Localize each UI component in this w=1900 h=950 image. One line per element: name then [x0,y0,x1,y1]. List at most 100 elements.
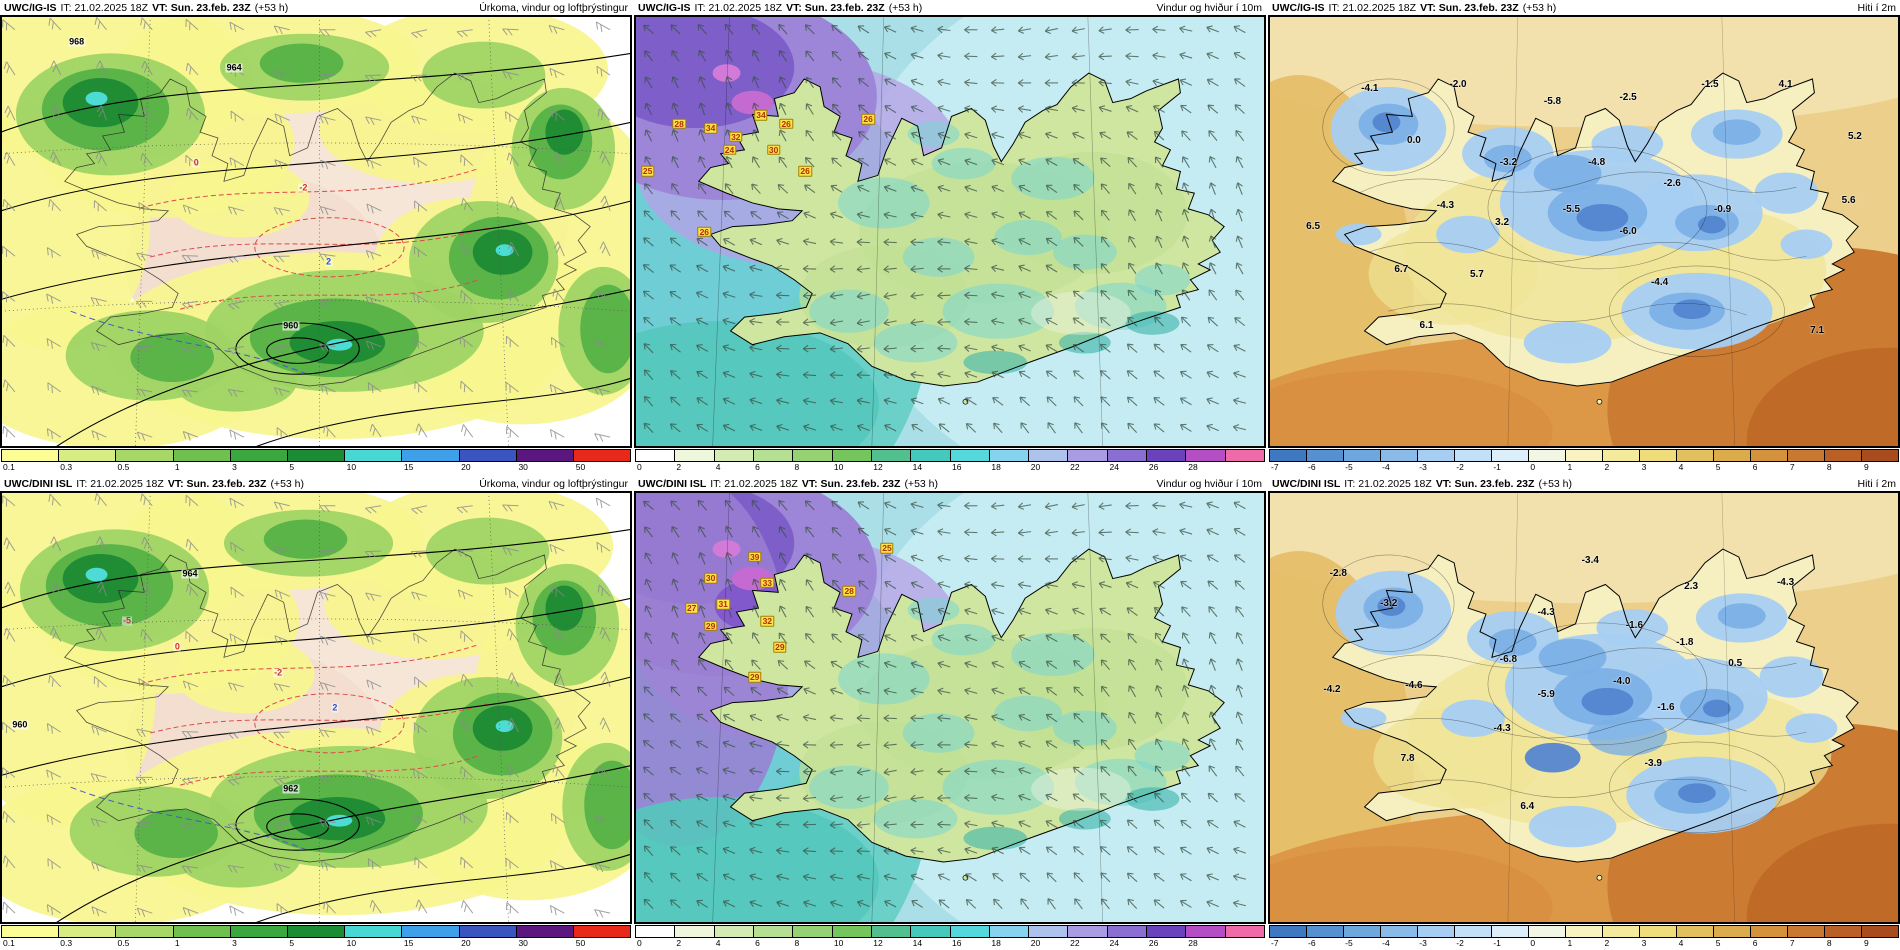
valid-time: VT: Sun. 23.feb. 23Z [152,1,251,14]
colorbar-segment [752,926,793,937]
colorbar-segment [1713,450,1750,461]
colorbar-segment [1713,926,1750,937]
colorbar-tick: -3 [1419,938,1427,948]
colorbar-segment [172,926,230,937]
colorbar-segment [1787,926,1824,937]
colorbar-segment [1185,926,1225,937]
colorbar-segment [572,450,631,461]
colorbar-tick: 1 [1567,462,1573,472]
colorbar-tick: -1 [1493,462,1501,472]
colorbar-segment [401,926,459,937]
temp-colorbar: -7 -6 -5 -4 -3 -2 -1 0 1 2 3 4 5 6 7 8 9 [1268,448,1900,474]
colorbar-tick: 24 [1109,938,1119,948]
colorbar-tick: -5 [1345,938,1353,948]
product-name: Vindur og hviður í 10m [1156,1,1262,14]
colorbar-tick: 50 [575,938,586,948]
map-dini-precip: 964 962 960 0 -2 -5 2 [0,491,632,924]
valid-time: VT: Sun. 23.feb. 23Z [801,477,901,490]
colorbar-tick: 15 [403,462,414,472]
colorbar-segment [1861,450,1898,461]
colorbar-tick: 26 [1148,938,1159,948]
colorbar-tick: -6 [1308,938,1316,948]
colorbar-ticks: 0.1 0.3 0.5 1 3 5 10 15 20 30 50 [1,938,631,949]
colorbar-ticks: -7 -6 -5 -4 -3 -2 -1 0 1 2 3 4 5 6 7 8 9 [1269,462,1899,473]
panel-igis-temp: UWC/IG-IS IT: 21.02.2025 18Z VT: Sun. 23… [1268,0,1900,474]
colorbar-segment [572,926,631,937]
colorbar-segment [1067,926,1107,937]
panel-header: UWC/IG-IS IT: 21.02.2025 18Z VT: Sun. 23… [1268,0,1900,15]
panel-dini-precip: UWC/DINI ISL IT: 21.02.2025 18Z VT: Sun.… [0,476,632,950]
colorbar-segment [1270,450,1306,461]
map-igis-precip: 968 964 960 0 -2 2 [0,15,632,448]
colorbar-tick: -7 [1271,462,1279,472]
colorbar-segment [1224,926,1264,937]
colorbar-segment [1224,450,1264,461]
colorbar-tick: -2 [1456,938,1464,948]
colorbar-segment [870,926,911,937]
map-igis-wind: 25 28 34 32 34 26 26 24 30 26 26 [634,15,1266,448]
product-name: Hiti í 2m [1857,1,1896,14]
lead-time: (+53 h) [254,1,289,14]
colorbar-segment [286,450,345,461]
colorbar-tick: -4 [1382,462,1390,472]
model-name: UWC/DINI ISL [638,477,707,490]
colorbar-tick: 2 [676,938,682,948]
colorbar-segment [988,450,1029,461]
map-art [635,16,1265,447]
colorbar-segment [1146,926,1186,937]
colorbar-strip [1269,449,1899,462]
colorbar-segment [1824,450,1861,461]
colorbar-segment [1528,450,1565,461]
panel-header: UWC/DINI ISL IT: 21.02.2025 18Z VT: Sun.… [0,476,632,491]
colorbar-segment [229,926,287,937]
panel-header: UWC/IG-IS IT: 21.02.2025 18Z VT: Sun. 23… [634,0,1266,15]
colorbar-segment [988,926,1029,937]
colorbar-segment [674,450,714,461]
colorbar-segment [344,450,402,461]
map-dini-wind: 39 30 33 27 31 29 32 29 28 25 29 [634,491,1266,924]
colorbar-tick: 22 [1070,938,1080,948]
temp-colorbar: -7 -6 -5 -4 -3 -2 -1 0 1 2 3 4 5 6 7 8 9 [1268,924,1900,950]
colorbar-segment [713,926,753,937]
colorbar-tick: 10 [346,938,357,948]
colorbar-segment [229,450,287,461]
colorbar-tick: 5 [1715,462,1721,472]
colorbar-segment [115,926,173,937]
map-art [635,492,1265,923]
colorbar-tick: 7 [1789,938,1795,948]
colorbar-segment [1185,450,1225,461]
colorbar-tick: 0.5 [117,462,130,472]
colorbar-tick: 4 [1678,938,1684,948]
product-name: Vindur og hviður í 10m [1156,477,1262,490]
colorbar-tick: 30 [518,462,528,472]
colorbar-segment [1565,450,1602,461]
colorbar-tick: 28 [1188,938,1198,948]
colorbar-segment [1861,926,1898,937]
colorbar-segment [1028,450,1068,461]
panel-igis-precip: UWC/IG-IS IT: 21.02.2025 18Z VT: Sun. 23… [0,0,632,474]
lead-time: (+53 h) [270,477,304,490]
colorbar-tick: 20 [1030,462,1041,472]
colorbar-tick: 18 [991,938,1001,948]
colorbar-segment [1750,926,1787,937]
colorbar-segment [58,450,116,461]
colorbar-tick: 9 [1863,462,1869,472]
colorbar-segment [1787,450,1824,461]
colorbar-segment [949,450,989,461]
map-igis-temp: -4.1 -2.0 -5.8 -2.5 -1.5 4.1 5.2 0.0 -3.2 -4.8 -2.… [1268,15,1900,448]
colorbar-segment [1343,450,1380,461]
colorbar-segment [1676,450,1713,461]
colorbar-segment [1343,926,1380,937]
colorbar-segment [58,926,116,937]
colorbar-tick: 18 [991,462,1001,472]
colorbar-tick: -4 [1382,938,1390,948]
colorbar-tick: -5 [1345,462,1353,472]
colorbar-tick: 50 [575,462,586,472]
colorbar-segment [1067,450,1107,461]
colorbar-segment [1380,926,1417,937]
colorbar-segment [1824,926,1861,937]
wind-colorbar: 0 2 4 6 8 10 12 14 16 18 20 22 24 26 28 [634,448,1266,474]
colorbar-tick: 9 [1863,938,1869,948]
colorbar-segment [831,926,871,937]
colorbar-tick: 2 [1604,938,1610,948]
